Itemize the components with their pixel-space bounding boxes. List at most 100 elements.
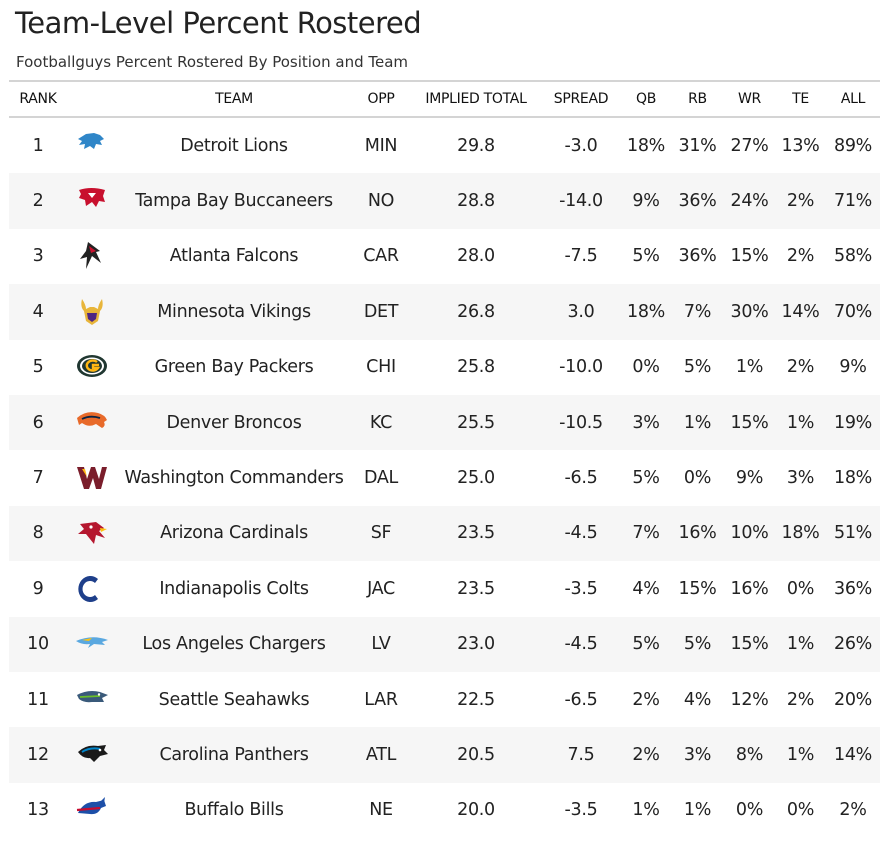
cell-wr: 15% bbox=[730, 246, 769, 267]
table-body: 1 Detroit Lions MIN 29.8 -3.0 18% 31% 27% 13% 89%… bbox=[9, 117, 880, 838]
cell-team: Green Bay Packers bbox=[154, 357, 314, 378]
col-header-all[interactable]: ALL bbox=[826, 80, 880, 118]
cell-rb: 15% bbox=[678, 578, 717, 599]
cell-rank: 6 bbox=[9, 394, 67, 451]
cell-opp: MIN bbox=[364, 135, 398, 156]
cell-implied-total: 20.5 bbox=[411, 727, 541, 783]
cell-all: 20% bbox=[834, 689, 872, 710]
cell-implied-total: 29.8 bbox=[457, 135, 495, 156]
minnesota-vikings-logo-icon bbox=[81, 298, 103, 325]
cell-team: Indianapolis Colts bbox=[159, 578, 309, 599]
cell-all: 26% bbox=[826, 616, 880, 672]
cell-spread: -3.5 bbox=[564, 800, 598, 821]
cell-team: Detroit Lions bbox=[180, 135, 288, 156]
cell-opp: CAR bbox=[363, 246, 399, 267]
cell-spread: -3.5 bbox=[564, 578, 598, 599]
table-row: 2 Tampa Bay Buccaneers NO 28.8 -14.0 9% 36% 24%… bbox=[9, 173, 880, 229]
cell-wr: 15% bbox=[724, 616, 775, 672]
team-logo-cell bbox=[67, 450, 117, 505]
col-header-wr[interactable]: WR bbox=[724, 80, 775, 118]
washington-commanders-logo-icon bbox=[77, 467, 107, 490]
team-logo-cell bbox=[67, 173, 117, 229]
team-logo-cell bbox=[67, 783, 117, 838]
table-row: 10 Los Angeles Chargers LV 23.0 -4.5 5% 5% 15% 1… bbox=[9, 616, 880, 672]
cell-all: 71% bbox=[826, 173, 880, 229]
col-header-rank[interactable]: RANK bbox=[9, 80, 67, 118]
cell-qb: 2% bbox=[632, 689, 660, 710]
col-header-rb[interactable]: RB bbox=[671, 80, 724, 118]
cell-opp: NE bbox=[369, 800, 393, 821]
cell-qb: 18% bbox=[621, 284, 671, 340]
cell-wr: 10% bbox=[724, 505, 775, 562]
cell-opp: ATL bbox=[351, 727, 411, 783]
col-header-team[interactable]: TEAM bbox=[117, 80, 351, 118]
cell-te: 1% bbox=[775, 616, 826, 672]
col-header-te[interactable]: TE bbox=[775, 80, 826, 118]
team-logo-cell bbox=[67, 727, 117, 783]
cell-team: Arizona Cardinals bbox=[117, 505, 351, 562]
team-logo-cell bbox=[67, 117, 117, 173]
team-logo-cell bbox=[67, 561, 117, 616]
col-header-spread[interactable]: SPREAD bbox=[541, 80, 621, 118]
cell-spread: -6.5 bbox=[564, 689, 598, 710]
page-title: Team-Level Percent Rostered bbox=[15, 6, 422, 40]
cell-team: Carolina Panthers bbox=[117, 727, 351, 783]
green-bay-packers-logo-icon bbox=[77, 355, 107, 378]
cell-team: Minnesota Vikings bbox=[117, 284, 351, 340]
cell-implied-total: 25.8 bbox=[457, 357, 495, 378]
cell-opp: LAR bbox=[364, 689, 398, 710]
cell-implied-total: 23.5 bbox=[457, 578, 495, 599]
cell-rb: 3% bbox=[671, 727, 724, 783]
cell-qb: 4% bbox=[632, 578, 660, 599]
team-logo-cell bbox=[67, 672, 117, 727]
cell-rb: 36% bbox=[678, 246, 717, 267]
detroit-lions-logo-icon bbox=[78, 132, 104, 149]
cell-qb: 3% bbox=[621, 394, 671, 451]
cell-spread: -6.5 bbox=[564, 468, 598, 489]
team-logo-cell bbox=[67, 284, 117, 340]
cell-team: Seattle Seahawks bbox=[158, 689, 310, 710]
cell-rb: 4% bbox=[683, 689, 712, 710]
cell-rank: 2 bbox=[9, 173, 67, 229]
cell-te: 1% bbox=[775, 727, 826, 783]
cell-te: 0% bbox=[786, 800, 815, 821]
cell-opp: KC bbox=[351, 394, 411, 451]
cell-opp: JAC bbox=[367, 578, 395, 599]
table-header-row: RANK TEAM OPP IMPLIED TOTAL SPREAD QB RB… bbox=[9, 80, 880, 118]
cell-implied-total: 25.5 bbox=[411, 394, 541, 451]
cell-implied-total: 22.5 bbox=[457, 689, 495, 710]
cell-rb: 31% bbox=[678, 135, 717, 156]
seattle-seahawks-logo-icon bbox=[77, 690, 108, 702]
atlanta-falcons-logo-icon bbox=[80, 242, 101, 270]
cell-spread: 3.0 bbox=[541, 284, 621, 340]
cell-implied-total: 26.8 bbox=[411, 284, 541, 340]
cell-rb: 5% bbox=[671, 616, 724, 672]
cell-qb: 5% bbox=[632, 468, 660, 489]
cell-rank: 9 bbox=[32, 578, 44, 599]
cell-te: 1% bbox=[775, 394, 826, 451]
cell-te: 2% bbox=[786, 689, 815, 710]
cell-rank: 1 bbox=[32, 135, 44, 156]
cell-team: Los Angeles Chargers bbox=[117, 616, 351, 672]
team-logo-cell bbox=[67, 340, 117, 395]
cell-spread: 7.5 bbox=[541, 727, 621, 783]
cell-implied-total: 28.0 bbox=[457, 246, 495, 267]
cell-qb: 18% bbox=[627, 135, 665, 156]
cell-wr: 15% bbox=[724, 394, 775, 451]
cell-implied-total: 23.5 bbox=[411, 505, 541, 562]
cell-implied-total: 28.8 bbox=[411, 173, 541, 229]
cell-rank: 10 bbox=[9, 616, 67, 672]
cell-wr: 27% bbox=[730, 135, 769, 156]
cell-implied-total: 25.0 bbox=[457, 468, 495, 489]
los-angeles-chargers-logo-icon bbox=[76, 637, 108, 649]
col-header-qb[interactable]: QB bbox=[621, 80, 671, 118]
col-header-opp[interactable]: OPP bbox=[351, 80, 411, 118]
col-header-implied-total[interactable]: IMPLIED TOTAL bbox=[411, 80, 541, 118]
cell-spread: -3.0 bbox=[564, 135, 598, 156]
cell-all: 36% bbox=[834, 578, 872, 599]
cell-rank: 8 bbox=[9, 505, 67, 562]
cell-wr: 9% bbox=[735, 468, 764, 489]
team-logo-cell bbox=[67, 394, 117, 451]
team-logo-cell bbox=[67, 229, 117, 284]
cell-rb: 16% bbox=[671, 505, 724, 562]
